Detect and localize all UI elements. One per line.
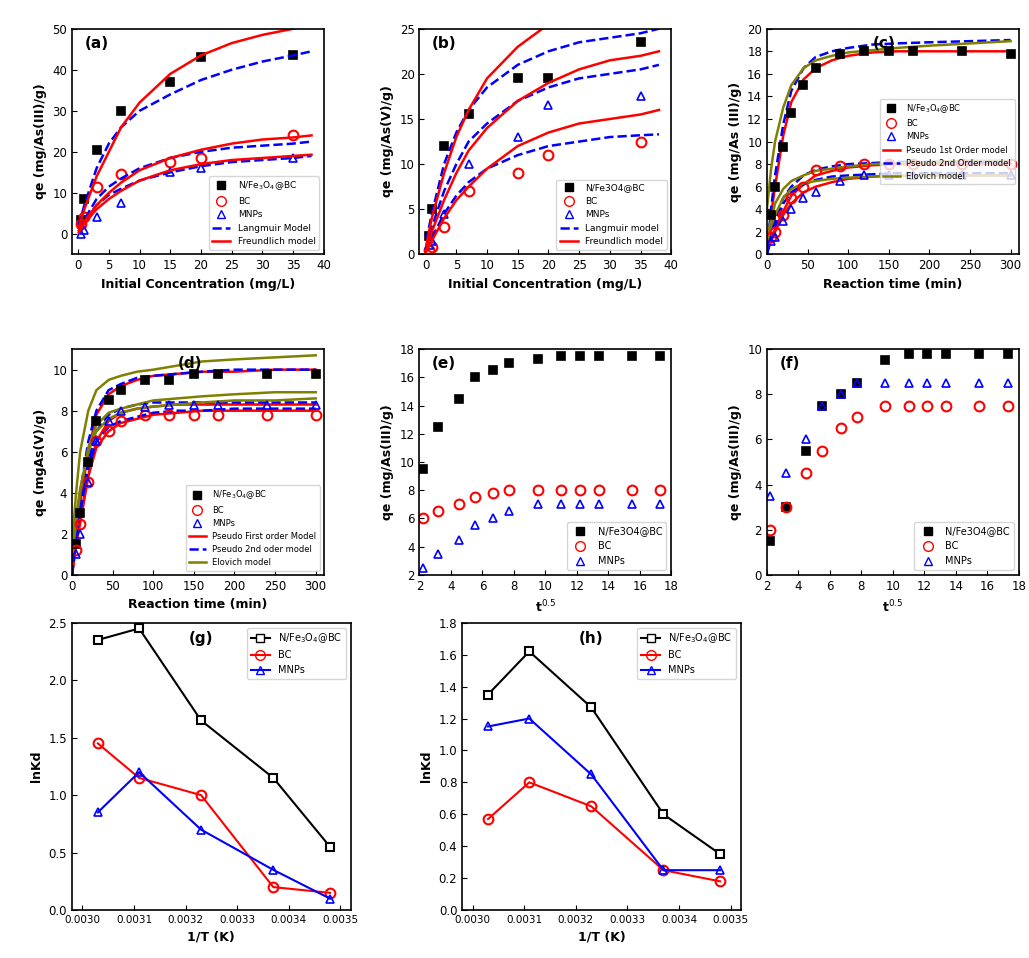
Y-axis label: lnKd: lnKd: [30, 751, 43, 782]
Legend: N/Fe3O4@BC, BC, MNPs: N/Fe3O4@BC, BC, MNPs: [914, 522, 1014, 570]
Legend: N/Fe$_3$O$_4$@BC, BC, MNPs, Langmuir Model, Freundlich model: N/Fe$_3$O$_4$@BC, BC, MNPs, Langmuir Mod…: [209, 176, 319, 250]
X-axis label: t$^{0.5}$: t$^{0.5}$: [882, 598, 903, 615]
Y-axis label: qe (mg/As(III)/g): qe (mg/As(III)/g): [729, 404, 742, 520]
Legend: N/Fe$_3$O$_4$@BC, BC, MNPs, Pseudo 1st Order model, Pseudo 2nd Order model, Elov: N/Fe$_3$O$_4$@BC, BC, MNPs, Pseudo 1st O…: [880, 99, 1015, 184]
Legend: N/Fe3O4@BC, BC, MNPs, Langmuir model, Freundlich model: N/Fe3O4@BC, BC, MNPs, Langmuir model, Fr…: [557, 179, 667, 250]
Text: (a): (a): [84, 35, 109, 51]
Text: (h): (h): [579, 631, 604, 647]
Legend: N/Fe$_3$O$_4$@BC, BC, MNPs: N/Fe$_3$O$_4$@BC, BC, MNPs: [637, 627, 736, 679]
X-axis label: Reaction time (min): Reaction time (min): [129, 598, 268, 611]
Y-axis label: qe (mg/As (III)/g): qe (mg/As (III)/g): [729, 81, 742, 201]
Y-axis label: qe (mg/As(III)/g): qe (mg/As(III)/g): [34, 83, 46, 199]
X-axis label: Initial Concentration (mg/L): Initial Concentration (mg/L): [101, 278, 295, 291]
Y-axis label: qe (mg/As(III)/g): qe (mg/As(III)/g): [381, 404, 394, 520]
Text: (c): (c): [873, 35, 895, 51]
Y-axis label: lnKd: lnKd: [420, 751, 433, 782]
Text: (g): (g): [189, 631, 214, 647]
Y-axis label: qe (mgAs(V)/g): qe (mgAs(V)/g): [34, 408, 46, 515]
Legend: N/Fe$_3$O$_4$@BC, BC, MNPs, Pseudo First order Model, Pseudo 2nd oder model, Elo: N/Fe$_3$O$_4$@BC, BC, MNPs, Pseudo First…: [185, 486, 320, 571]
X-axis label: Initial Concentration (mg/L): Initial Concentration (mg/L): [449, 278, 642, 291]
Text: (e): (e): [432, 356, 456, 371]
X-axis label: Reaction time (min): Reaction time (min): [823, 278, 962, 291]
X-axis label: t$^{0.5}$: t$^{0.5}$: [535, 598, 556, 615]
X-axis label: 1/T (K): 1/T (K): [187, 930, 236, 944]
Text: (b): (b): [432, 35, 457, 51]
Legend: N/Fe$_3$O$_4$@BC, BC, MNPs: N/Fe$_3$O$_4$@BC, BC, MNPs: [247, 627, 346, 679]
Text: (f): (f): [780, 356, 800, 371]
Text: (d): (d): [178, 356, 203, 371]
X-axis label: 1/T (K): 1/T (K): [577, 930, 626, 944]
Legend: N/Fe3O4@BC, BC, MNPs: N/Fe3O4@BC, BC, MNPs: [567, 522, 667, 570]
Y-axis label: qe (mg/As(V)/g): qe (mg/As(V)/g): [381, 85, 394, 197]
